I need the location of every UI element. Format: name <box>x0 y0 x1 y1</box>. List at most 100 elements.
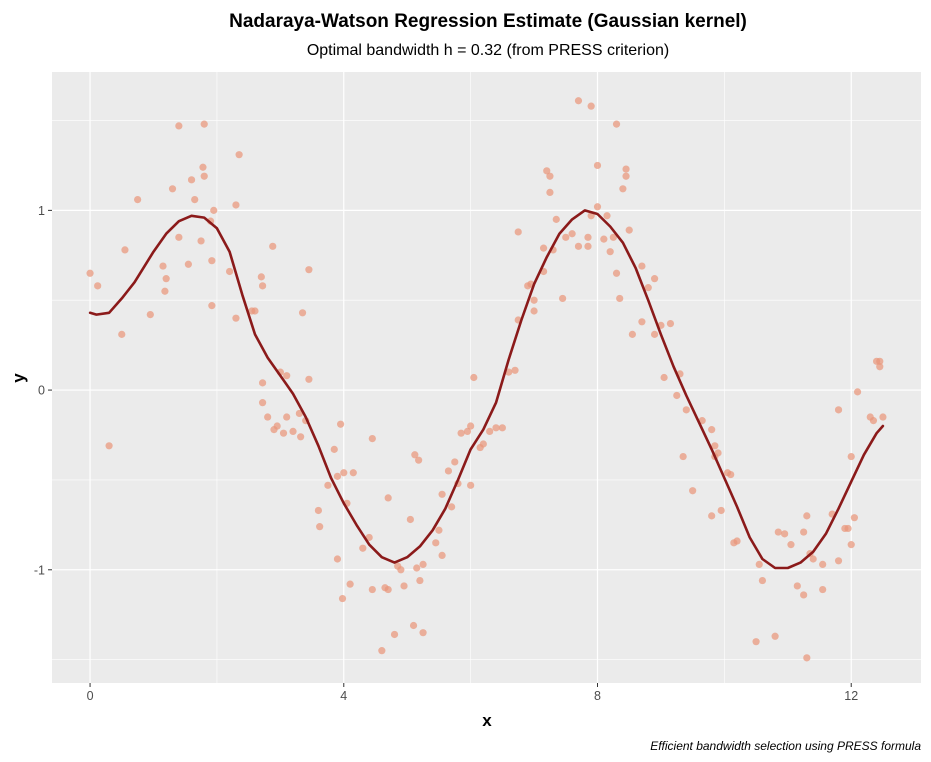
data-point <box>411 451 419 459</box>
data-point <box>316 523 324 531</box>
data-point <box>175 122 183 130</box>
data-point <box>539 244 548 252</box>
data-point <box>622 165 630 173</box>
data-point <box>574 242 583 250</box>
data-point <box>755 560 763 568</box>
data-point <box>803 512 811 520</box>
data-point <box>444 467 453 475</box>
data-point <box>679 452 687 461</box>
data-point <box>689 487 697 495</box>
data-point <box>210 206 218 214</box>
data-point <box>467 422 475 430</box>
data-point <box>593 161 602 170</box>
data-point <box>752 638 760 646</box>
data-point <box>819 585 827 594</box>
data-point <box>384 585 392 594</box>
data-point <box>134 195 142 204</box>
data-point <box>650 275 659 283</box>
data-point <box>419 629 427 637</box>
data-point <box>400 582 408 590</box>
data-point <box>505 368 513 376</box>
data-point <box>492 424 500 432</box>
x-axis-ticks: 0 4 8 12 <box>87 683 858 703</box>
data-point <box>758 576 767 585</box>
data-point <box>324 481 332 489</box>
data-point <box>787 541 795 549</box>
data-point <box>159 262 167 270</box>
data-point <box>847 541 855 549</box>
data-point <box>543 167 551 175</box>
data-point <box>197 237 205 245</box>
data-point <box>273 422 281 430</box>
data-point <box>314 506 323 515</box>
data-point <box>467 481 475 489</box>
data-point <box>283 413 291 421</box>
data-point <box>574 97 583 105</box>
data-point <box>682 406 690 414</box>
data-point <box>546 172 554 180</box>
data-point <box>258 282 267 290</box>
data-point <box>390 630 399 639</box>
data-point <box>333 472 342 480</box>
data-point <box>486 427 494 436</box>
data-point <box>625 226 633 234</box>
data-point <box>365 533 373 542</box>
data-point <box>587 102 595 110</box>
data-point <box>562 233 570 241</box>
data-point <box>283 372 291 380</box>
plot-panel <box>52 72 921 683</box>
data-point <box>305 375 313 383</box>
data-point <box>511 366 519 374</box>
chart-caption: Efficient bandwidth selection using PRES… <box>650 739 921 753</box>
data-point <box>470 373 478 382</box>
data-point <box>457 429 465 437</box>
data-point <box>552 215 560 223</box>
data-point <box>305 266 313 274</box>
y-tick-label: 0 <box>38 384 45 398</box>
data-point <box>297 433 305 441</box>
data-point <box>834 406 843 414</box>
data-point <box>733 537 741 545</box>
data-point <box>226 267 234 276</box>
data-point <box>199 163 207 171</box>
data-point <box>603 212 611 220</box>
data-point <box>175 233 183 241</box>
y-tick-label: -1 <box>34 563 45 577</box>
data-point <box>295 409 303 418</box>
data-point <box>498 424 506 432</box>
data-point <box>711 442 719 450</box>
data-point <box>879 413 887 421</box>
data-point <box>413 564 421 572</box>
data-point <box>717 506 725 515</box>
data-point <box>346 580 354 588</box>
data-point <box>94 282 102 290</box>
data-point <box>616 294 624 303</box>
x-tick-label: 0 <box>87 689 94 703</box>
x-tick-label: 12 <box>844 689 858 703</box>
regression-curve <box>88 209 885 570</box>
data-point <box>708 512 716 520</box>
data-point <box>161 287 169 295</box>
data-point <box>479 440 487 448</box>
data-point <box>264 413 272 421</box>
data-point <box>622 172 630 180</box>
data-point <box>232 314 240 322</box>
data-point <box>86 269 94 277</box>
minor-gridlines <box>52 72 921 683</box>
data-point <box>666 319 675 328</box>
data-point <box>612 269 621 277</box>
y-tick-label: 1 <box>38 204 45 218</box>
data-point <box>793 582 801 590</box>
data-point <box>289 427 297 436</box>
data-point <box>451 458 459 466</box>
data-point <box>847 452 855 461</box>
data-point <box>530 307 538 315</box>
data-point <box>809 555 817 563</box>
data-point <box>568 230 576 238</box>
data-point <box>612 120 621 128</box>
x-tick-label: 4 <box>340 689 347 703</box>
chart-subtitle: Optimal bandwidth h = 0.32 (from PRESS c… <box>307 42 669 59</box>
data-point <box>844 524 852 533</box>
data-point <box>200 172 208 180</box>
data-point <box>438 490 446 498</box>
